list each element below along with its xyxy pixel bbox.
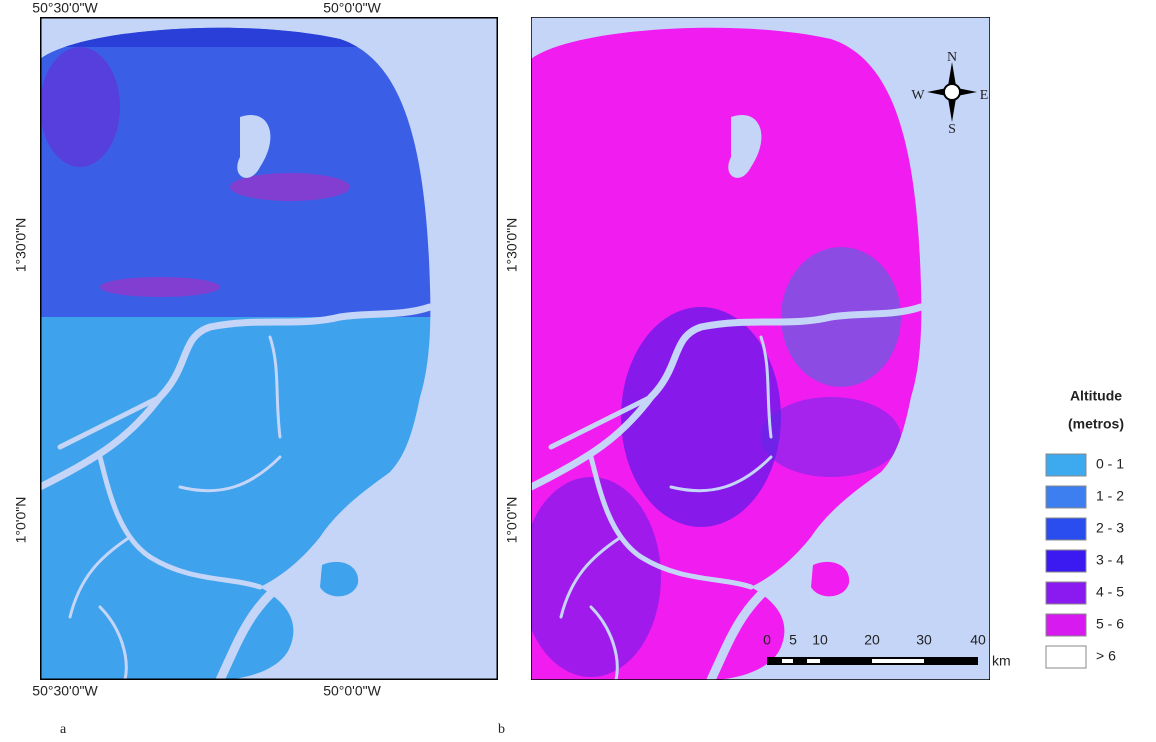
bottom-label: 50°30'0"W xyxy=(32,683,98,699)
left-label: 1°30'0"N xyxy=(504,218,520,273)
legend-swatch xyxy=(1046,454,1086,476)
scale-tick-label: 40 xyxy=(970,632,986,648)
compass-w: W xyxy=(911,88,925,103)
legend-swatch xyxy=(1046,550,1086,572)
top-label: 50°0'0"W xyxy=(323,0,381,16)
scale-tick-label: 5 xyxy=(789,632,797,648)
legend-label: 0 - 1 xyxy=(1096,456,1124,472)
compass-n: N xyxy=(947,50,957,65)
panel-label: b xyxy=(498,722,505,737)
scale-tick-label: 10 xyxy=(812,632,828,648)
scale-tick-label: 30 xyxy=(916,632,932,648)
map-a xyxy=(40,17,498,680)
left-label: 1°30'0"N xyxy=(13,218,29,273)
legend-swatch xyxy=(1046,646,1086,668)
legend-swatch xyxy=(1046,518,1086,540)
panel-label: a xyxy=(60,722,67,737)
top-label: 50°30'0"W xyxy=(32,0,98,16)
left-label: 1°0'0"N xyxy=(13,497,29,544)
legend-label: 2 - 3 xyxy=(1096,520,1124,536)
map-b xyxy=(521,17,990,680)
figure: N S E W 50°30'0"W 50°0'0"W 50°30'0"W 50°… xyxy=(0,0,1156,742)
legend-label: 1 - 2 xyxy=(1096,488,1124,504)
compass-s: S xyxy=(948,122,956,137)
legend-label: > 6 xyxy=(1096,648,1116,664)
scale-tick-label: 0 xyxy=(763,632,771,648)
legend-swatch xyxy=(1046,582,1086,604)
legend-title: Altitude xyxy=(1070,388,1122,404)
scale-tick-label: 20 xyxy=(864,632,880,648)
legend-title: (metros) xyxy=(1068,416,1124,432)
legend-label: 4 - 5 xyxy=(1096,584,1124,600)
legend-swatch xyxy=(1046,614,1086,636)
left-label: 1°0'0"N xyxy=(504,497,520,544)
compass-e: E xyxy=(980,88,989,103)
bottom-label: 50°0'0"W xyxy=(323,683,381,699)
scale-unit: km xyxy=(992,653,1011,669)
legend-swatch xyxy=(1046,486,1086,508)
scale-bar xyxy=(767,657,978,665)
legend-label: 5 - 6 xyxy=(1096,616,1124,632)
legend-label: 3 - 4 xyxy=(1096,552,1124,568)
